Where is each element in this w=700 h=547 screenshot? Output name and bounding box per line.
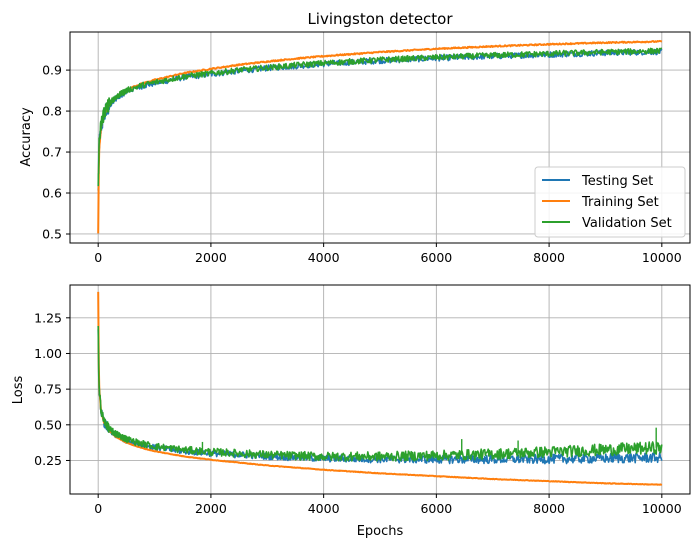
series-line-testing-set — [97, 329, 663, 465]
series-line-training-set — [97, 39, 663, 234]
x-tick-label: 10000 — [642, 501, 682, 516]
y-tick-label: 1.00 — [34, 346, 62, 361]
x-tick-label: 2000 — [195, 501, 227, 516]
loss-y-axis-label: Loss — [11, 376, 26, 405]
y-tick-label: 0.5 — [42, 226, 62, 241]
x-tick-label: 6000 — [420, 501, 452, 516]
x-tick-label: 0 — [94, 501, 102, 516]
x-tick-label: 2000 — [195, 250, 227, 265]
legend-box — [534, 166, 686, 238]
loss-gridlines — [70, 285, 690, 494]
loss-ticks: 0 2000 4000 6000 8000 10000 0.25 0.50 0.75 1.00 1.… — [34, 310, 682, 516]
legend-label-testing: Testing Set — [581, 174, 653, 189]
loss-x-axis-label: Epochs — [357, 524, 404, 539]
x-tick-label: 10000 — [642, 250, 682, 265]
series-line-validation-set — [97, 47, 663, 187]
x-tick-label: 8000 — [533, 501, 565, 516]
x-tick-label: 4000 — [308, 501, 340, 516]
accuracy-gridlines — [70, 32, 690, 243]
accuracy-y-axis-label: Accuracy — [19, 107, 34, 167]
x-tick-label: 4000 — [308, 250, 340, 265]
x-tick-label: 0 — [94, 250, 102, 265]
legend-label-training: Training Set — [581, 195, 659, 210]
y-tick-label: 0.75 — [34, 382, 62, 397]
y-tick-label: 0.9 — [42, 63, 62, 78]
y-tick-label: 0.25 — [34, 453, 62, 468]
legend: Testing Set Training Set Validation Set — [534, 166, 686, 238]
accuracy-panel: 0 2000 4000 6000 8000 10000 0.5 0.6 0.7 0.8 0.9 Ac… — [19, 31, 691, 265]
accuracy-plot-frame — [69, 31, 691, 244]
accuracy-ticks: 0 2000 4000 6000 8000 10000 0.5 0.6 0.7 0.8 0.9 — [42, 63, 682, 265]
y-tick-label: 0.7 — [42, 145, 62, 160]
accuracy-lines — [97, 39, 663, 234]
series-line-validation-set — [97, 325, 663, 462]
legend-label-validation: Validation Set — [582, 216, 672, 231]
loss-lines — [97, 291, 663, 486]
y-tick-label: 0.8 — [42, 104, 62, 119]
series-line-training-set — [97, 291, 663, 486]
loss-panel: 0 2000 4000 6000 8000 10000 0.25 0.50 0.75 1.00 1.… — [11, 284, 691, 539]
y-tick-label: 0.50 — [34, 417, 62, 432]
chart-title: Livingston detector — [307, 10, 453, 28]
y-tick-label: 0.6 — [42, 186, 62, 201]
y-tick-label: 1.25 — [34, 310, 62, 325]
x-tick-label: 8000 — [533, 250, 565, 265]
x-tick-label: 6000 — [420, 250, 452, 265]
